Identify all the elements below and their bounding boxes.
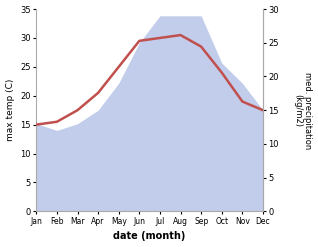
Y-axis label: med. precipitation
(kg/m2): med. precipitation (kg/m2) bbox=[293, 72, 313, 149]
X-axis label: date (month): date (month) bbox=[114, 231, 186, 242]
Y-axis label: max temp (C): max temp (C) bbox=[5, 79, 15, 141]
